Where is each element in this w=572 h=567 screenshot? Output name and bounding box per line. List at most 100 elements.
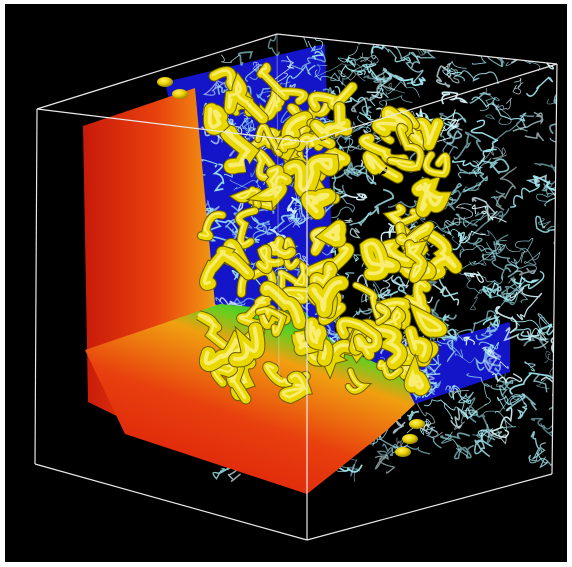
filament — [466, 373, 491, 406]
isosurface-highlight — [286, 157, 333, 193]
filament — [364, 114, 374, 121]
filament — [478, 34, 497, 54]
filament — [505, 277, 526, 298]
filament — [462, 212, 496, 228]
filament — [481, 344, 495, 358]
isosurface-highlight — [311, 280, 343, 312]
isosurface-fragment — [395, 447, 411, 457]
filament — [382, 443, 431, 457]
isosurface-highlight — [338, 319, 378, 356]
isosurface-highlight — [278, 262, 305, 292]
filament — [205, 42, 220, 54]
filament — [495, 373, 517, 387]
filament — [471, 96, 526, 122]
filament — [481, 285, 502, 299]
filament — [385, 81, 420, 98]
isosurface-highlight — [281, 373, 307, 399]
isosurface-highlight — [257, 150, 272, 178]
filament — [361, 105, 373, 117]
filament — [438, 276, 459, 298]
filament — [272, 197, 306, 231]
filament — [519, 112, 535, 129]
filament — [544, 350, 557, 364]
filament — [453, 70, 499, 85]
filament — [538, 217, 551, 229]
filament — [546, 225, 557, 245]
filament — [340, 60, 376, 86]
filament — [509, 34, 533, 64]
filament — [446, 121, 463, 145]
filament — [474, 439, 493, 458]
isosurface-highlight — [257, 246, 281, 270]
filament — [505, 393, 538, 412]
filament — [510, 176, 540, 208]
filament — [493, 241, 519, 269]
filament — [478, 341, 499, 352]
filament — [493, 50, 506, 68]
filament — [337, 45, 370, 63]
filament — [286, 205, 303, 226]
filament — [505, 55, 541, 72]
filament — [536, 367, 557, 390]
filament — [369, 81, 389, 107]
filament — [469, 91, 491, 104]
filament — [468, 397, 479, 416]
isosurface-highlight — [424, 152, 447, 175]
filament — [469, 242, 496, 266]
filament — [485, 114, 496, 120]
filament — [331, 161, 362, 180]
isosurface-highlight — [408, 368, 425, 390]
isosurface-highlight — [199, 212, 223, 237]
filament — [472, 160, 482, 177]
filament — [334, 193, 368, 203]
filament — [366, 91, 383, 99]
isosurface-highlight — [308, 320, 322, 345]
filament — [311, 50, 324, 60]
filament — [553, 343, 557, 368]
filament — [482, 314, 501, 327]
filament — [485, 344, 502, 373]
filament — [356, 274, 369, 303]
isosurface-highlight — [323, 223, 341, 242]
filament — [480, 229, 503, 251]
isosurface-highlight — [363, 241, 396, 276]
filament — [530, 430, 541, 450]
filament — [337, 69, 366, 82]
filament — [444, 402, 469, 420]
isosurface-highlight — [258, 167, 288, 199]
filament — [489, 406, 513, 439]
filament — [440, 432, 471, 441]
isosurface-highlight — [227, 79, 264, 119]
isosurface-highlight — [415, 181, 444, 212]
isosurface-fragment — [157, 77, 173, 87]
isosurface-highlight — [407, 242, 423, 279]
filament — [286, 207, 321, 228]
filament — [411, 213, 464, 253]
filament — [498, 360, 509, 369]
filament — [463, 271, 484, 283]
filament — [512, 111, 544, 132]
isosurface-fragment — [409, 419, 425, 429]
filament — [491, 190, 506, 207]
isosurface-highlight — [256, 308, 283, 334]
isosurface-highlight — [224, 129, 252, 168]
filament — [498, 243, 541, 265]
filament — [453, 131, 483, 160]
filament — [549, 91, 557, 135]
filament — [472, 433, 496, 441]
filament — [435, 65, 452, 88]
filament — [357, 188, 395, 224]
filament — [442, 60, 467, 76]
filament — [540, 408, 557, 430]
filament — [340, 64, 366, 78]
filament — [379, 94, 413, 107]
filament — [456, 163, 471, 179]
filament — [444, 220, 463, 236]
isosurface-highlight — [269, 238, 292, 255]
filament — [394, 56, 412, 63]
filament — [451, 384, 472, 417]
filament — [397, 76, 426, 86]
filament — [538, 315, 557, 330]
filament — [512, 77, 524, 95]
filament — [471, 207, 510, 236]
